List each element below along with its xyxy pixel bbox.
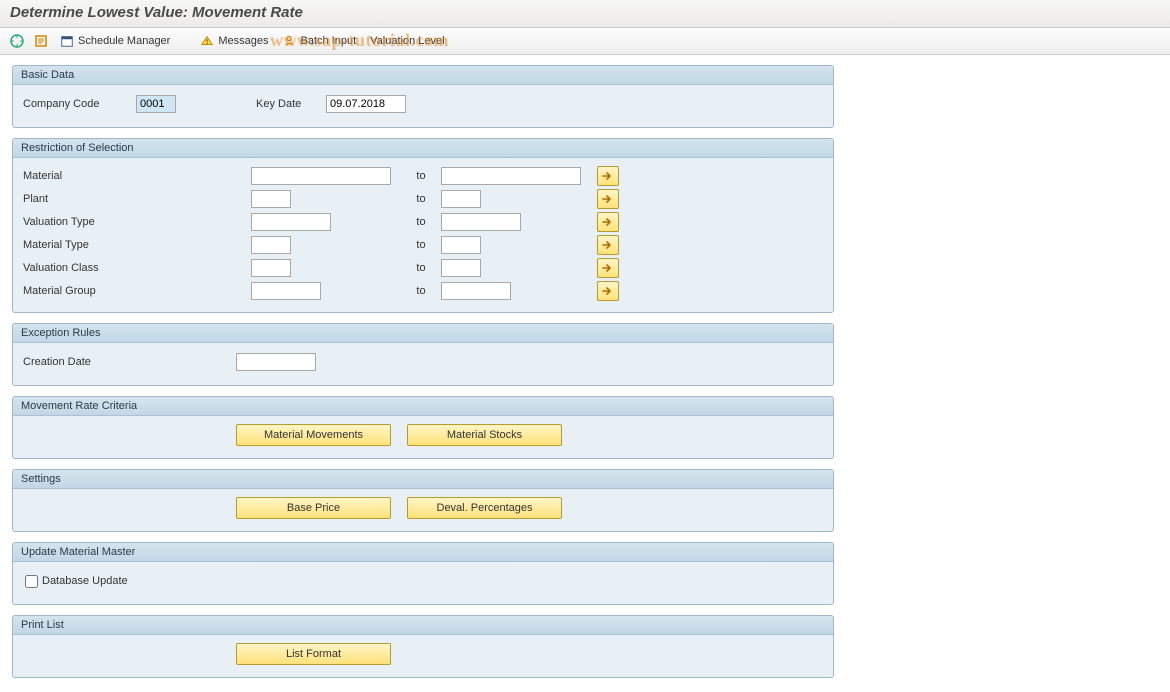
- group-update: Update Material Master Database Update: [12, 542, 834, 605]
- arrow-right-icon: [602, 263, 614, 273]
- restriction-label: Plant: [21, 193, 251, 205]
- database-update-checkbox[interactable]: [25, 575, 38, 588]
- batch-input-icon: [282, 34, 296, 48]
- restriction-from-input[interactable]: [251, 213, 331, 231]
- group-header-settings: Settings: [13, 470, 833, 489]
- restriction-to-input[interactable]: [441, 167, 581, 185]
- group-exception: Exception Rules Creation Date: [12, 323, 834, 386]
- restriction-row: Material to: [21, 164, 825, 187]
- restriction-row: Plant to: [21, 187, 825, 210]
- group-header-basic-data: Basic Data: [13, 66, 833, 85]
- database-update-label: Database Update: [42, 575, 128, 587]
- to-label: to: [401, 170, 441, 182]
- multiple-selection-button[interactable]: [597, 235, 619, 255]
- restriction-row: Material Type to: [21, 233, 825, 256]
- to-label: to: [401, 193, 441, 205]
- calendar-icon: [60, 34, 74, 48]
- creation-date-label: Creation Date: [21, 356, 236, 368]
- valuation-level-label: Valuation Level: [370, 35, 444, 47]
- material-movements-button[interactable]: Material Movements: [236, 424, 391, 446]
- arrow-right-icon: [602, 194, 614, 204]
- restriction-to-input[interactable]: [441, 190, 481, 208]
- restriction-label: Valuation Class: [21, 262, 251, 274]
- arrow-right-icon: [602, 217, 614, 227]
- batch-input-button[interactable]: Batch Input: [278, 33, 360, 49]
- group-header-movement: Movement Rate Criteria: [13, 397, 833, 416]
- multiple-selection-button[interactable]: [597, 258, 619, 278]
- creation-date-input[interactable]: [236, 353, 316, 371]
- restriction-row: Material Group to: [21, 279, 825, 302]
- group-header-print: Print List: [13, 616, 833, 635]
- group-movement: Movement Rate Criteria Material Movement…: [12, 396, 834, 459]
- to-label: to: [401, 262, 441, 274]
- restriction-from-input[interactable]: [251, 236, 291, 254]
- group-header-update: Update Material Master: [13, 543, 833, 562]
- restriction-row: Valuation Type to: [21, 210, 825, 233]
- list-format-button[interactable]: List Format: [236, 643, 391, 665]
- schedule-manager-button[interactable]: Schedule Manager: [56, 33, 174, 49]
- deval-percentages-button[interactable]: Deval. Percentages: [407, 497, 562, 519]
- arrow-right-icon: [602, 171, 614, 181]
- company-code-label: Company Code: [21, 98, 136, 110]
- group-print: Print List List Format: [12, 615, 834, 678]
- schedule-manager-label: Schedule Manager: [78, 35, 170, 47]
- arrow-right-icon: [602, 286, 614, 296]
- restriction-from-input[interactable]: [251, 259, 291, 277]
- messages-label: Messages: [218, 35, 268, 47]
- execute-icon[interactable]: [8, 32, 26, 50]
- arrow-right-icon: [602, 240, 614, 250]
- to-label: to: [401, 216, 441, 228]
- restriction-row: Valuation Class to: [21, 256, 825, 279]
- restriction-label: Valuation Type: [21, 216, 251, 228]
- restriction-from-input[interactable]: [251, 167, 391, 185]
- company-code-input[interactable]: [136, 95, 176, 113]
- key-date-input[interactable]: [326, 95, 406, 113]
- content-area: Basic Data Company Code Key Date Restric…: [0, 55, 1170, 692]
- page-title: Determine Lowest Value: Movement Rate: [10, 4, 1160, 21]
- restriction-label: Material Group: [21, 285, 251, 297]
- messages-icon: [200, 34, 214, 48]
- sap-screen: Determine Lowest Value: Movement Rate Sc…: [0, 0, 1170, 692]
- key-date-label: Key Date: [256, 98, 326, 110]
- multiple-selection-button[interactable]: [597, 189, 619, 209]
- restriction-to-input[interactable]: [441, 259, 481, 277]
- messages-button[interactable]: Messages: [196, 33, 272, 49]
- restriction-to-input[interactable]: [441, 213, 521, 231]
- base-price-button[interactable]: Base Price: [236, 497, 391, 519]
- material-stocks-button[interactable]: Material Stocks: [407, 424, 562, 446]
- to-label: to: [401, 239, 441, 251]
- batch-input-label: Batch Input: [300, 35, 356, 47]
- get-variant-icon[interactable]: [32, 32, 50, 50]
- restriction-label: Material Type: [21, 239, 251, 251]
- valuation-level-button[interactable]: Valuation Level: [366, 34, 448, 48]
- to-label: to: [401, 285, 441, 297]
- restriction-label: Material: [21, 170, 251, 182]
- multiple-selection-button[interactable]: [597, 281, 619, 301]
- group-header-exception: Exception Rules: [13, 324, 833, 343]
- title-bar: Determine Lowest Value: Movement Rate: [0, 0, 1170, 28]
- multiple-selection-button[interactable]: [597, 166, 619, 186]
- group-restriction: Restriction of Selection MaterialtoPlant…: [12, 138, 834, 313]
- application-toolbar: Schedule Manager Messages Batch Input Va…: [0, 28, 1170, 55]
- group-settings: Settings Base Price Deval. Percentages: [12, 469, 834, 532]
- multiple-selection-button[interactable]: [597, 212, 619, 232]
- restriction-to-input[interactable]: [441, 236, 481, 254]
- restriction-to-input[interactable]: [441, 282, 511, 300]
- restriction-from-input[interactable]: [251, 190, 291, 208]
- group-header-restriction: Restriction of Selection: [13, 139, 833, 158]
- restriction-from-input[interactable]: [251, 282, 321, 300]
- group-basic-data: Basic Data Company Code Key Date: [12, 65, 834, 128]
